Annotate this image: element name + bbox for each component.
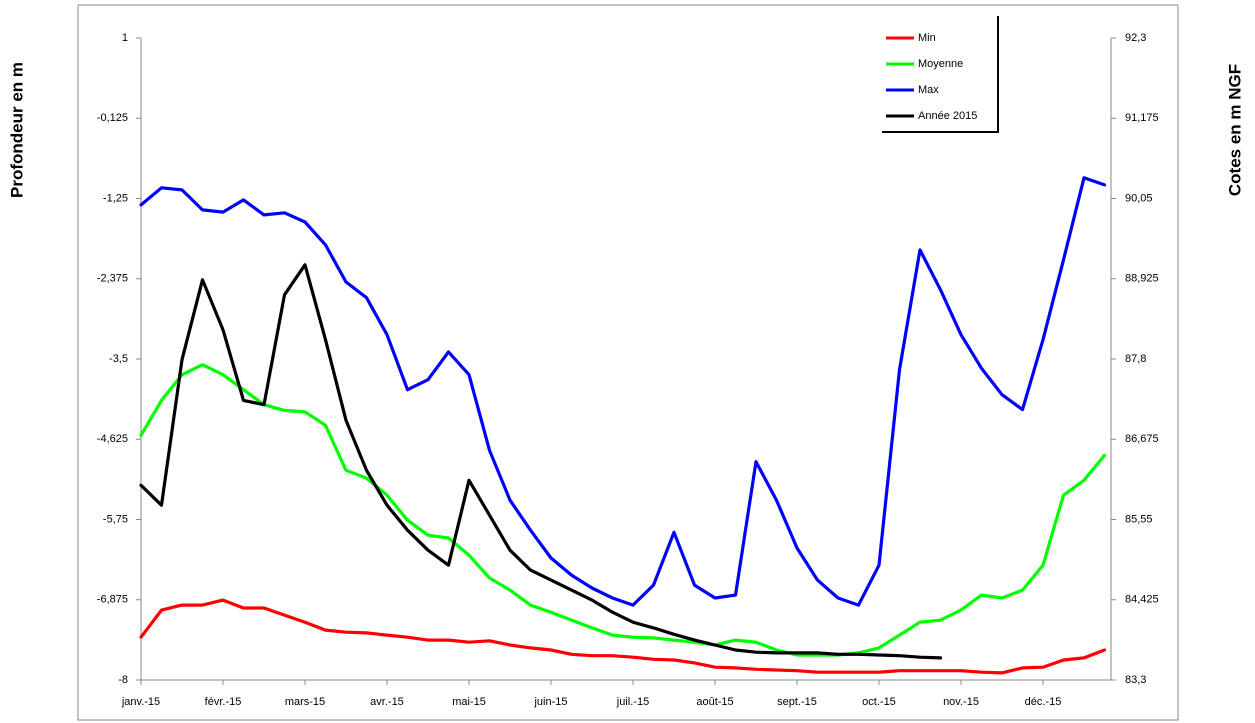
legend-label: Max [918, 84, 939, 96]
y-tick-label: -6,875 [97, 594, 128, 606]
y2-tick-label: 91,175 [1125, 112, 1159, 124]
chart-frame [77, 4, 1179, 721]
y2-tick-label: 85,55 [1125, 513, 1153, 525]
x-tick-label: déc.-15 [1025, 696, 1062, 708]
legend-label: Min [918, 32, 936, 44]
y2-axis-title: Cotes en m NGF [1225, 64, 1244, 196]
series-line [139, 176, 1107, 607]
series-line [139, 263, 943, 660]
y2-tick-label: 92,3 [1125, 32, 1146, 44]
x-tick-label: août-15 [696, 696, 733, 708]
legend-label: Moyenne [918, 58, 963, 70]
legend-border [882, 16, 999, 133]
series-line [139, 363, 1107, 657]
x-tick-label: juin-15 [533, 696, 567, 708]
y-tick-label: -0,125 [97, 112, 128, 124]
y-tick-label: -5,75 [103, 513, 128, 525]
y-tick-label: -8 [118, 674, 128, 686]
x-tick-label: sept.-15 [777, 696, 817, 708]
x-tick-label: janv.-15 [121, 696, 160, 708]
y2-tick-label: 86,675 [1125, 433, 1159, 445]
legend-label: Année 2015 [918, 110, 977, 122]
y-tick-label: -4,625 [97, 433, 128, 445]
x-tick-label: févr.-15 [205, 696, 242, 708]
y2-tick-label: 88,925 [1125, 273, 1159, 285]
y-axis-title: Profondeur en m [7, 62, 26, 198]
y2-tick-label: 87,8 [1125, 353, 1146, 365]
y2-tick-label: 84,425 [1125, 594, 1159, 606]
y-tick-label: 1 [122, 32, 128, 44]
x-tick-label: avr.-15 [370, 696, 404, 708]
y2-tick-label: 83,3 [1125, 674, 1146, 686]
x-tick-label: oct.-15 [862, 696, 896, 708]
y-tick-label: -3,5 [109, 353, 128, 365]
y2-tick-label: 90,05 [1125, 192, 1153, 204]
x-tick-label: juil.-15 [616, 696, 649, 708]
legend-box [882, 26, 998, 132]
x-tick-label: mars-15 [285, 696, 325, 708]
x-tick-label: nov.-15 [943, 696, 979, 708]
series-line [139, 598, 1107, 675]
x-tick-label: mai-15 [452, 696, 486, 708]
y-tick-label: -1,25 [103, 192, 128, 204]
y-tick-label: -2,375 [97, 273, 128, 285]
